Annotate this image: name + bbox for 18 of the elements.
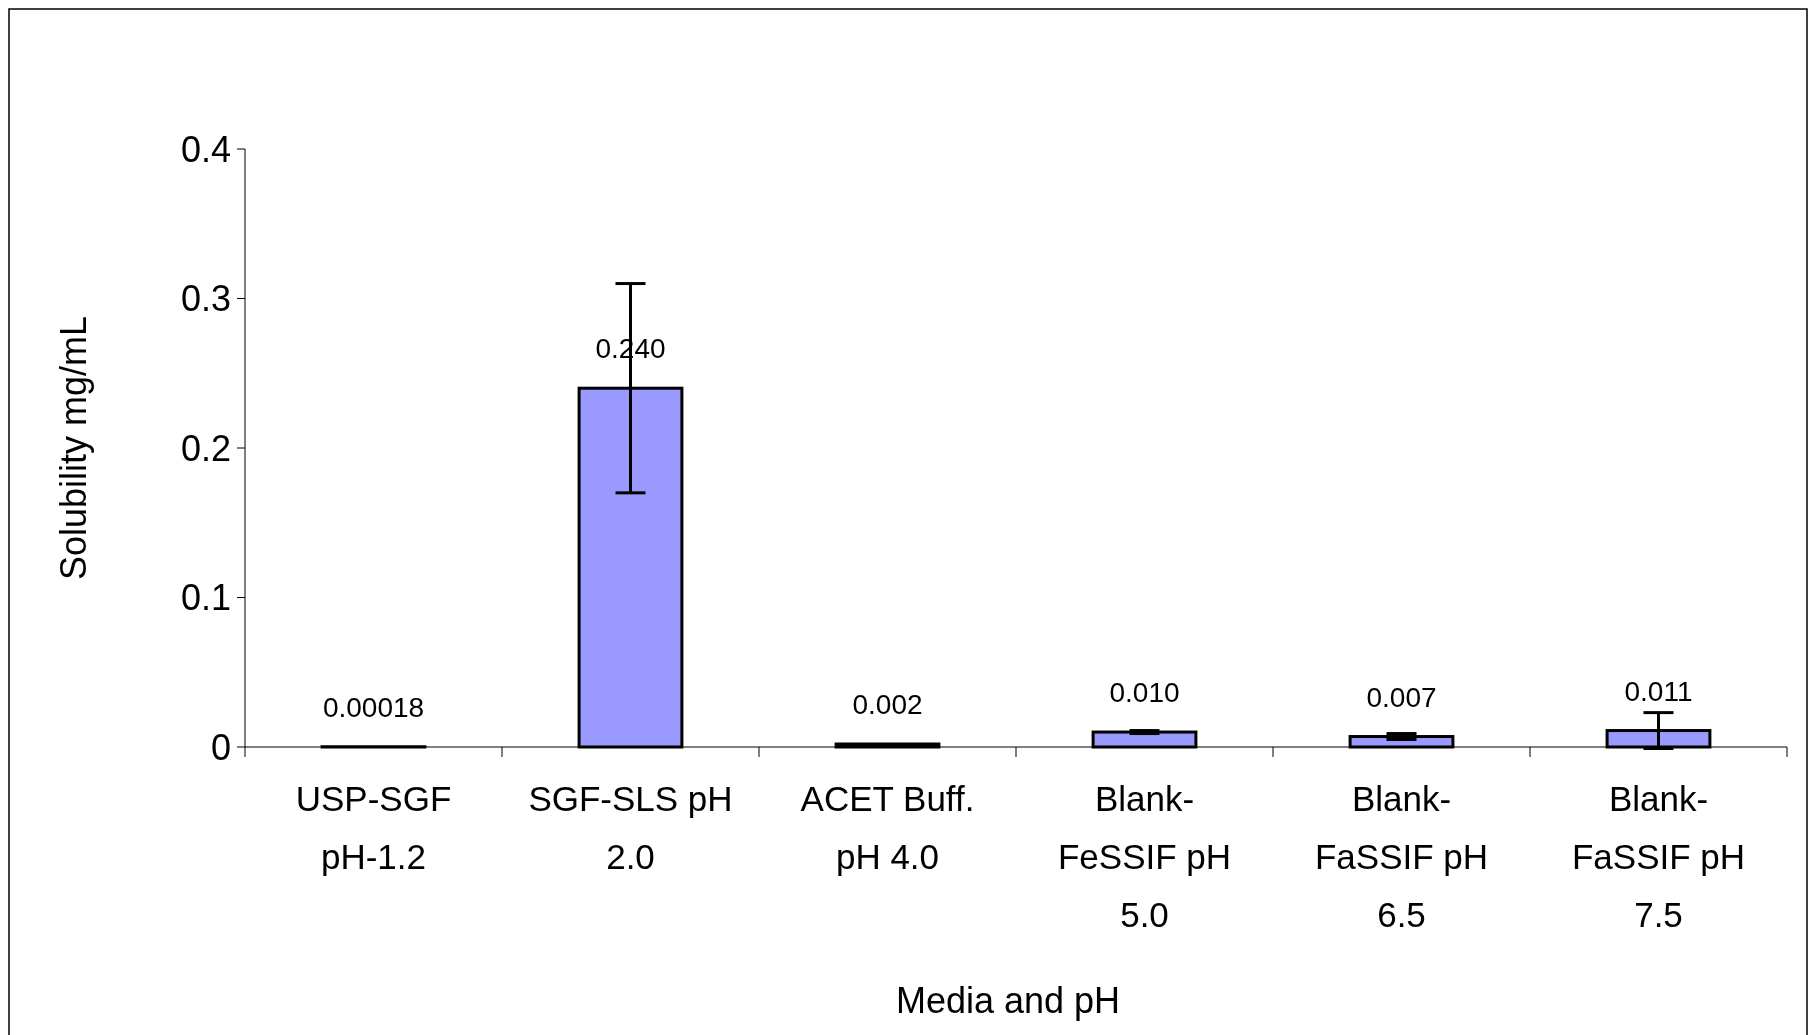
y-axis-title: Solubility mg/mL: [53, 315, 94, 581]
y-tick-label: 0.1: [180, 577, 231, 619]
x-tick-label: ACET Buff. pH 4.0: [800, 779, 975, 876]
y-tick-label: 0.2: [180, 427, 231, 469]
data-label: 0.010: [1109, 677, 1180, 709]
data-label: 0.007: [1366, 681, 1437, 713]
data-label: 0.002: [852, 689, 923, 721]
y-tick-label: 0: [210, 726, 231, 768]
x-tick-label: USP-SGF pH-1.2: [295, 779, 452, 876]
x-tick-label: Blank- FaSSIF pH 6.5: [1314, 779, 1489, 934]
y-tick-label: 0.3: [180, 278, 231, 320]
y-tick-label: 0.4: [180, 128, 231, 170]
x-axis-title: Media and pH: [895, 980, 1121, 1021]
data-label: 0.00018: [322, 691, 425, 723]
x-tick-label: SGF-SLS pH 2.0: [528, 779, 733, 876]
x-tick-label: Blank- FaSSIF pH 7.5: [1571, 779, 1746, 934]
data-label: 0.011: [1624, 675, 1693, 707]
x-tick-label: Blank- FeSSIF pH 5.0: [1057, 779, 1232, 934]
